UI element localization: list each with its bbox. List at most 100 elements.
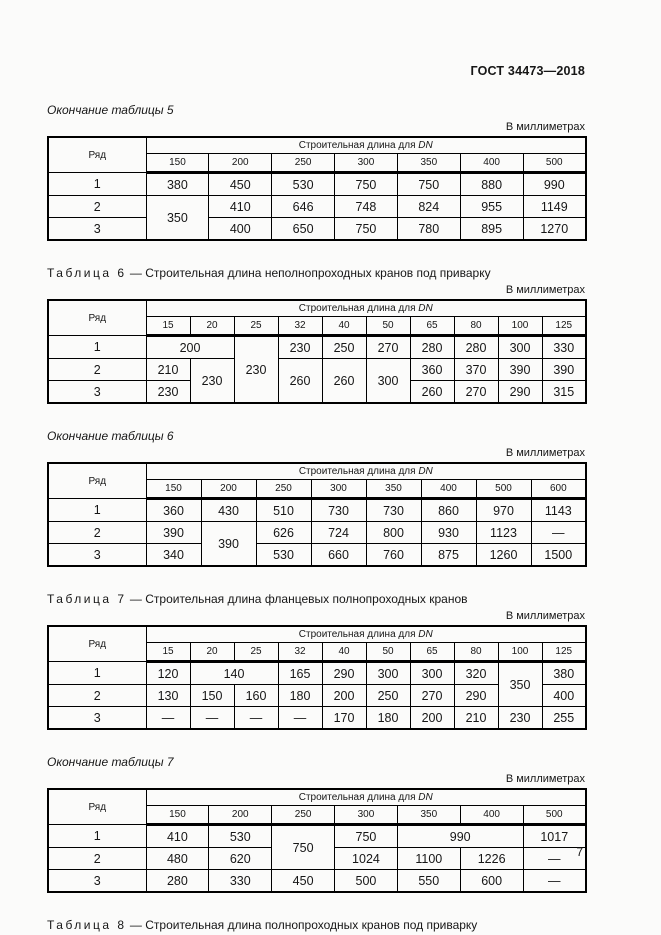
row-label-cell: 3	[47, 869, 147, 893]
table-cell: 410	[145, 824, 210, 848]
column-header-cell: 50	[365, 316, 411, 337]
table-cell: 120	[145, 661, 191, 685]
table-head: Ряд Строительная длина для DN 150 200 250 300…	[47, 788, 587, 826]
table-continuation-caption: Окончание таблицы 5	[47, 103, 174, 117]
table-row: 1 410 530 750 750 990 1017	[47, 824, 587, 870]
doc-number: ГОСТ 34473—2018	[470, 64, 585, 78]
column-header-cell: 150	[145, 805, 210, 826]
column-header-cell: 400	[459, 153, 524, 174]
dn-header-text: Строительная длина для	[298, 466, 419, 477]
data-table: Ряд Строительная длина для DN 150 200 250 300…	[47, 788, 587, 893]
column-header-cell: 250	[271, 805, 336, 826]
column-header-cell: 350	[396, 805, 461, 826]
column-numbers-row: 15 20 25 32 40 50 65 80 100 125	[48, 642, 587, 663]
dn-header-text: Строительная длина для	[298, 303, 419, 314]
table-caption-label: Таблица 7	[47, 592, 127, 606]
table-cell: 1500	[530, 543, 587, 567]
table-cell: 380	[145, 172, 210, 196]
table-cell: 230	[189, 358, 235, 404]
units-label: В миллиметрах	[505, 447, 585, 459]
column-header-cell: 200	[208, 805, 273, 826]
table-cell: 340	[145, 543, 202, 567]
table-cell: 210	[453, 706, 499, 730]
table-cell: —	[277, 706, 323, 730]
table-cell: 990	[396, 824, 524, 848]
table-row: 1 120 140 165 290 300 300 320 350 380	[47, 661, 587, 707]
table-cell: 620	[208, 847, 273, 870]
table-cell: 530	[208, 824, 273, 848]
table-cell: 530	[271, 172, 336, 196]
table-cell: 410	[208, 195, 273, 218]
table-cell: 1024	[334, 847, 398, 870]
table-body: 1 380 450 530 750 750 880 990 2 350 410 646 748 824 95…	[47, 172, 587, 241]
column-numbers-row: 150 200 250 300 350 400 500	[48, 805, 587, 826]
column-numbers-row: 150 200 250 300 350 400 500	[48, 153, 587, 174]
row-label-cell: 3	[47, 543, 147, 567]
row-label-cell: 2	[47, 684, 147, 707]
table-cell: 1143	[530, 498, 587, 522]
page-number: 7	[576, 845, 583, 859]
table-cell: 300	[409, 661, 455, 685]
row-label-cell: 1	[47, 335, 147, 359]
table-row: 3 340 530 660 760 875 1260 1500	[47, 543, 587, 567]
table-cell: 724	[310, 521, 367, 544]
table-cell: 210	[145, 358, 191, 381]
dn-header-dn: DN	[418, 466, 433, 477]
column-header-cell: 20	[189, 316, 235, 337]
table-cell: 1017	[522, 824, 587, 848]
table-cell: 400	[208, 217, 273, 241]
table-section-6: Таблица 8 — Строительная длина полнопрох…	[47, 918, 585, 935]
table-caption-dash: —	[126, 918, 146, 932]
column-header-cell: 300	[334, 805, 398, 826]
column-header-cell: 100	[497, 316, 543, 337]
table-body: 1 360 430 510 730 730 860 970 1143 2 390 390 626 724 8…	[47, 498, 587, 567]
column-header-cell: 100	[497, 642, 543, 663]
table-cell: 230	[277, 335, 323, 359]
column-header-cell: 150	[145, 153, 210, 174]
table-caption-label: Таблица 6	[47, 266, 127, 280]
table-cell: 280	[145, 869, 210, 893]
table-cell: 390	[497, 358, 543, 381]
table-cell: 230	[233, 335, 279, 404]
table-cell: 930	[420, 521, 477, 544]
table-head: Ряд Строительная длина для DN 150 200 250 300…	[47, 462, 587, 500]
data-table: Ряд Строительная длина для DN 15 20 25 32 40 50…	[47, 625, 587, 730]
units-label: В миллиметрах	[505, 773, 585, 785]
table-cell: —	[145, 706, 191, 730]
row-label-cell: 1	[47, 498, 147, 522]
table-row: 3 280 330 450 500 550 600—	[47, 869, 587, 893]
dn-header-dn: DN	[418, 140, 433, 151]
table-cell: 750	[396, 172, 461, 196]
column-header-cell: 32	[277, 316, 323, 337]
table-cell: 180	[365, 706, 411, 730]
dn-header-dn: DN	[418, 792, 433, 803]
table-row: 2 350 410 646 748 824 955 1149	[47, 195, 587, 241]
row-header-cell: Ряд	[47, 625, 147, 662]
table-body: 1 200 230 230 250 270 280 280 300 330 2 210 230 260 26…	[47, 335, 587, 404]
table-cell: 390	[200, 521, 257, 567]
table-cell: 750	[334, 172, 398, 196]
table-cell: 170	[321, 706, 367, 730]
column-header-cell: 15	[145, 316, 191, 337]
column-numbers-row: 15 20 25 32 40 50 65 80 100 125	[48, 316, 587, 337]
table-cell: 1226	[459, 847, 524, 870]
table-caption: Таблица 7 — Строительная длина фланцевых…	[47, 592, 585, 606]
table-continuation-caption: Окончание таблицы 7	[47, 755, 174, 769]
column-header-cell: 250	[255, 479, 312, 500]
table-row: 1 360 430 510 730 730 860 970 1143	[47, 498, 587, 522]
dn-header-text: Строительная длина для	[298, 629, 419, 640]
column-header-cell: 40	[321, 642, 367, 663]
dn-header-text: Строительная длина для	[298, 140, 419, 151]
table-row: 3 230 260 270 290 315	[47, 380, 587, 404]
table-cell: 230	[145, 380, 191, 404]
table-cell: —	[189, 706, 235, 730]
table-cell: 330	[208, 869, 273, 893]
table-cell: 955	[459, 195, 524, 218]
table-cell: 260	[409, 380, 455, 404]
row-label-cell: 1	[47, 824, 147, 848]
column-header-cell: 150	[145, 479, 202, 500]
data-table: Ряд Строительная длина для DN 150 200 250 300…	[47, 462, 588, 567]
